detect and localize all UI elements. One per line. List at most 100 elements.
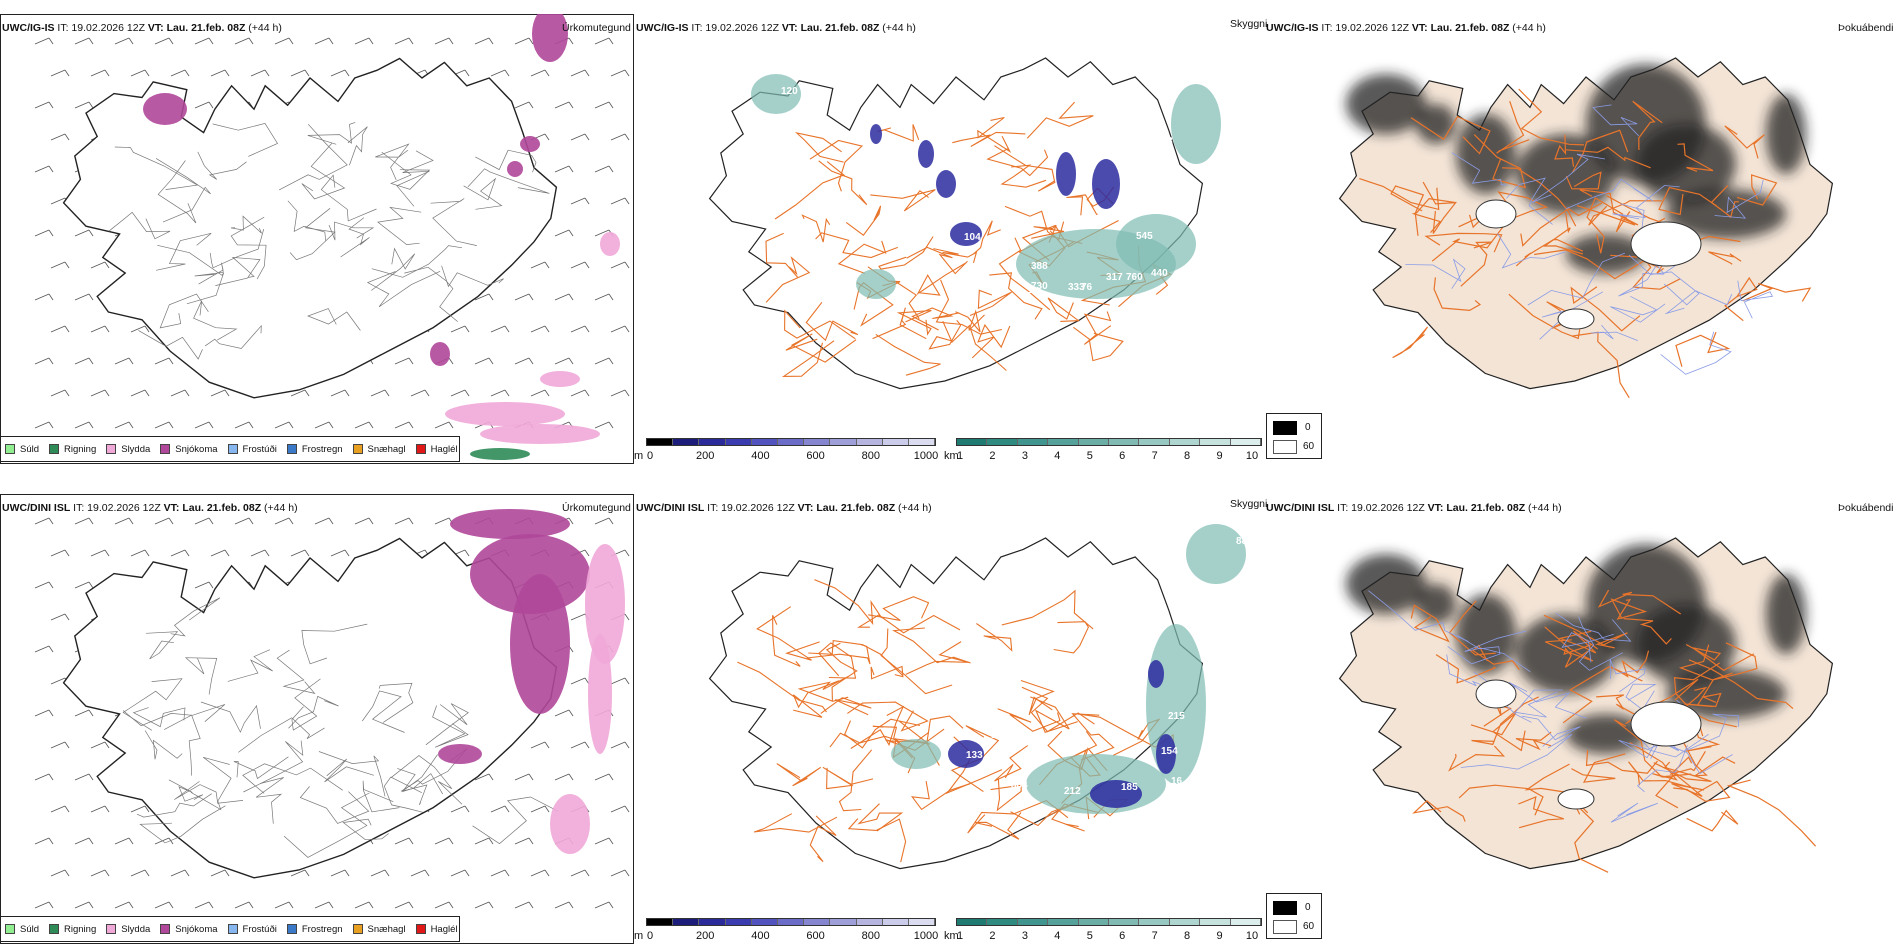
precip-area <box>600 232 620 256</box>
road-line <box>194 262 224 285</box>
road-line <box>1610 295 1666 323</box>
legend-label: Frostregn <box>301 443 343 455</box>
precip-area <box>445 402 565 426</box>
wind-barb-icon <box>34 165 54 173</box>
road-line <box>377 206 422 245</box>
wind-barb-icon <box>554 293 574 301</box>
road-line <box>1565 171 1602 190</box>
road-line <box>1410 115 1491 155</box>
road-line <box>170 597 221 637</box>
panel-header-row1-c: UWC/IG-IS IT: 19.02.2026 12Z VT: Lau. 21… <box>1266 22 1546 34</box>
legend-label: Súld <box>20 443 40 455</box>
wind-barb-icon <box>330 69 350 77</box>
lead-time: (+44 h) <box>1512 22 1546 34</box>
wind-barb-icon <box>74 421 94 429</box>
wind-barb-icon <box>34 229 54 237</box>
precip-type-map-svg <box>34 14 630 460</box>
very-low-visibility-area <box>870 124 882 144</box>
wind-barb-icon <box>434 901 454 909</box>
road-line <box>977 116 1012 154</box>
visibility-value-label: 440 <box>1151 268 1168 279</box>
colorbar-tick: 2 <box>989 450 996 462</box>
very-low-visibility-area <box>1090 780 1142 808</box>
legend-label: Haglél <box>430 443 458 455</box>
road-line <box>794 132 844 163</box>
road-line <box>990 778 1022 812</box>
very-low-visibility-area <box>1156 734 1176 774</box>
legend-item: Snæhagl <box>352 924 406 935</box>
road-line <box>1435 654 1497 684</box>
wind-barb-icon <box>554 901 574 909</box>
road-line <box>375 143 410 181</box>
legend-swatch <box>227 444 238 454</box>
precip-area <box>430 342 450 366</box>
wind-barb-icon <box>194 901 214 909</box>
lead-time: (+44 h) <box>1528 502 1562 514</box>
fog-index-map-svg <box>1338 537 1834 873</box>
road-line <box>814 579 883 626</box>
visibility-value-label: 154 <box>1161 746 1178 757</box>
valid-label: VT: <box>147 22 164 34</box>
road-line <box>1506 177 1553 225</box>
very-low-visibility-area <box>936 170 956 198</box>
wind-barb-icon <box>610 677 630 685</box>
low-visibility-area <box>1116 214 1196 274</box>
fog-dense-area <box>1516 134 1616 214</box>
wind-barb-icon <box>234 517 254 525</box>
very-low-visibility-area <box>1056 152 1076 196</box>
colorbar-box <box>777 439 805 445</box>
road-line <box>1726 779 1817 847</box>
wind-barb-icon <box>170 69 190 77</box>
wind-barb-icon <box>154 37 174 45</box>
road-line <box>1448 745 1506 772</box>
road-line <box>1596 694 1642 719</box>
low-visibility-area <box>1171 84 1221 164</box>
fog-dense-area <box>1456 594 1516 674</box>
road-line <box>238 717 325 753</box>
wind-barb-icon <box>194 37 214 45</box>
fog-scale-black-swatch <box>1273 901 1297 915</box>
colorbar-tick: 600 <box>806 450 825 462</box>
road-line <box>1712 642 1758 681</box>
valid-label: VT: <box>781 22 798 34</box>
visibility-value-label: 333 <box>1068 282 1085 293</box>
colorbar-tick: 7 <box>1151 450 1158 462</box>
road-line <box>772 614 801 667</box>
road-line <box>942 320 1007 371</box>
colorbar-box <box>1109 439 1140 445</box>
road-line <box>910 781 971 811</box>
wind-barb-icon <box>594 837 614 845</box>
colorbar-box <box>1078 439 1110 445</box>
wind-barb-icon <box>74 357 94 365</box>
wind-barb-icon <box>570 741 590 749</box>
wind-barb-icon <box>474 837 494 845</box>
wind-barb-icon <box>234 901 254 909</box>
road-line <box>371 247 416 291</box>
road-line <box>1020 679 1055 716</box>
legend-item: Haglél <box>415 924 458 935</box>
road-line <box>1405 258 1466 289</box>
wind-barb-icon <box>50 741 70 749</box>
road-line <box>174 781 244 804</box>
very-low-visibility-area <box>918 140 934 168</box>
coastline <box>708 537 1204 870</box>
road-line <box>905 641 969 675</box>
road-line <box>1359 178 1440 211</box>
wind-barb-icon <box>570 197 590 205</box>
legend-item: Snjókoma <box>160 924 218 935</box>
panel-header-row2-c: UWC/DINI ISL IT: 19.02.2026 12Z VT: Lau.… <box>1266 502 1562 514</box>
precip-area <box>450 509 570 539</box>
road-line <box>1410 604 1450 643</box>
visibility-value-label: 212 <box>1064 786 1081 797</box>
road-line <box>1544 626 1594 662</box>
wind-barb-icon <box>74 517 94 525</box>
road-line <box>288 695 339 729</box>
road-line <box>1590 324 1638 341</box>
wind-barb-icon <box>354 421 374 429</box>
road-line <box>184 657 218 695</box>
road-line <box>1555 612 1632 642</box>
road-line <box>328 221 375 241</box>
colorbar-box <box>699 919 726 925</box>
visibility-value-label: 104 <box>964 232 981 243</box>
wind-barb-icon <box>50 549 70 557</box>
